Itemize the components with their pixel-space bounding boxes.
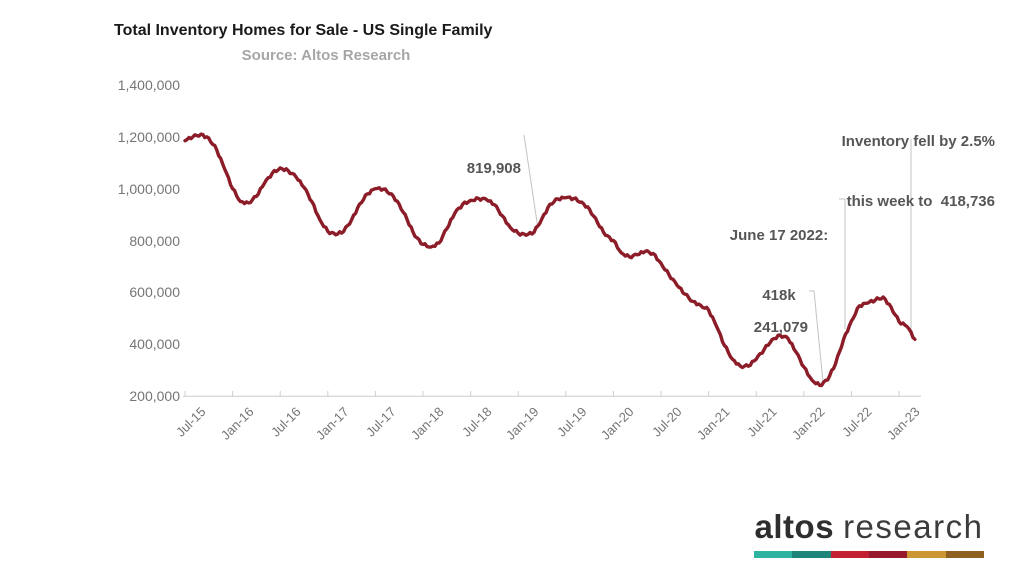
- y-axis-label: 400,000: [129, 336, 180, 353]
- logo-bar-segment: [830, 551, 869, 558]
- logo-word-altos: altos: [754, 508, 835, 545]
- x-axis-ticks: [184, 391, 900, 397]
- leader-819908: [523, 134, 539, 230]
- leader-june-2022: [839, 198, 846, 329]
- y-axis-label: 800,000: [129, 232, 180, 249]
- annotation-241079: 241,079: [753, 319, 808, 336]
- chart-subtitle: Source: Altos Research: [241, 47, 411, 64]
- y-axis-label: 1,000,000: [117, 180, 180, 197]
- logo-bar-segment: [907, 551, 946, 558]
- logo-wordmark: altos research: [754, 508, 984, 546]
- inventory-line: [183, 132, 917, 388]
- y-axis-label: 1,200,000: [117, 128, 180, 145]
- y-axis-label: 600,000: [129, 284, 180, 301]
- annotation-latest: Inventory fell by 2.5% this week to 418,…: [841, 133, 995, 210]
- logo-color-bar: [754, 551, 984, 558]
- logo-bar-segment: [792, 551, 831, 558]
- logo-bar-segment: [868, 551, 908, 558]
- logo-bar-segment: [945, 551, 984, 558]
- logo-bar-segment: [754, 551, 793, 558]
- y-axis-label: 1,400,000: [117, 77, 180, 93]
- y-axis-label: 200,000: [129, 388, 180, 404]
- annotation-819908: 819,908: [466, 160, 521, 177]
- leader-241079: [809, 290, 824, 383]
- annotation-leader-lines: [523, 134, 912, 383]
- altos-research-logo: altos research: [754, 508, 984, 558]
- logo-word-research: research: [843, 508, 984, 545]
- data-series: [183, 132, 917, 388]
- chart-title: Total Inventory Homes for Sale - US Sing…: [114, 22, 493, 39]
- annotation-june-2022: June 17 2022: 418k: [729, 227, 829, 304]
